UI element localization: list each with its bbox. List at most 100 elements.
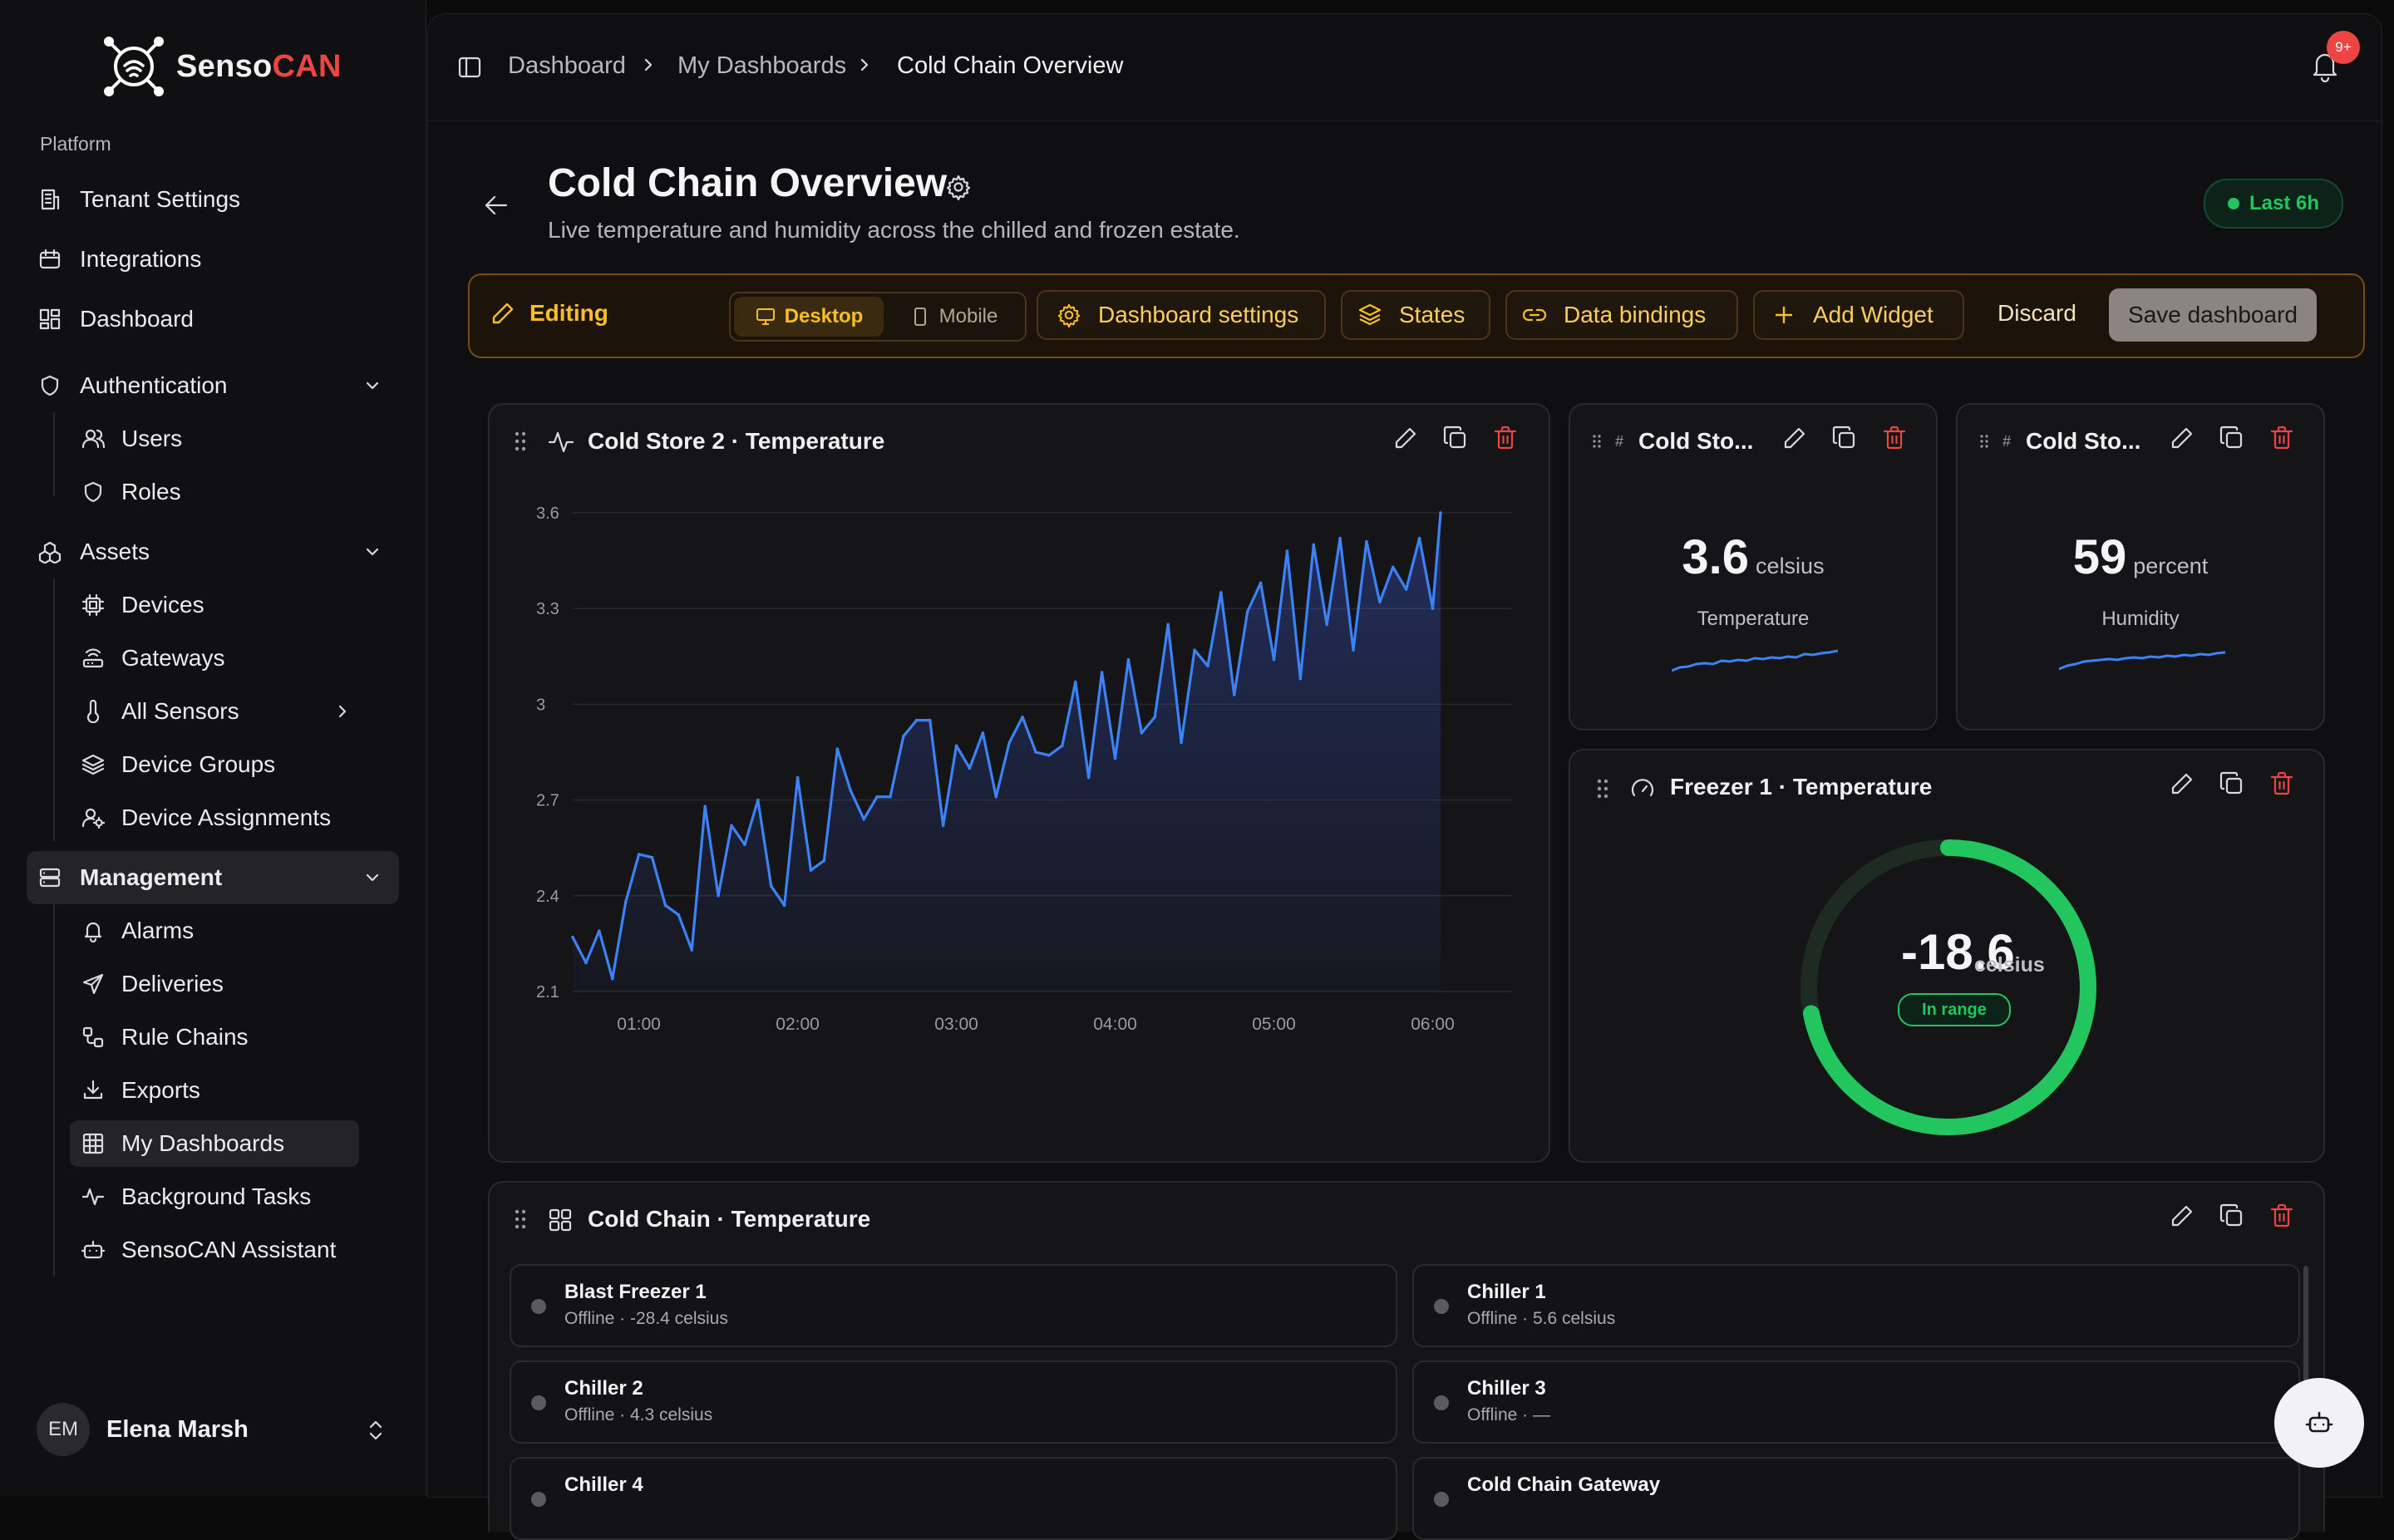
sidebar-item-dashboard[interactable]: Dashboard — [27, 293, 399, 346]
sidebar-item-exports[interactable]: Exports — [70, 1067, 359, 1114]
drag-handle-icon[interactable] — [1595, 777, 1610, 800]
app-logo[interactable]: SensoCAN — [100, 33, 342, 100]
hash-icon: # — [1615, 433, 1624, 450]
copy-icon[interactable] — [1442, 425, 1469, 451]
line-chart: 2.1 2.4 2.7 3 3.3 3.6 01:00 02:00 03:00 04:00 05:0… — [536, 504, 1512, 1034]
status-dot — [531, 1492, 546, 1507]
drag-handle-icon[interactable] — [513, 430, 528, 453]
layers-icon — [81, 754, 105, 775]
sidebar-item-integrations[interactable]: Integrations — [27, 233, 399, 286]
sidebar-group-assets[interactable]: Assets — [27, 525, 399, 578]
trash-icon[interactable] — [2268, 1203, 2295, 1229]
data-point — [623, 900, 628, 904]
discard-button[interactable]: Discard — [1997, 300, 2076, 326]
data-point — [717, 894, 720, 898]
data-point — [889, 795, 892, 799]
trash-icon[interactable] — [2268, 770, 2295, 797]
back-arrow-icon[interactable] — [481, 190, 511, 220]
y-tick-label: 3 — [536, 696, 545, 714]
sparkline — [1672, 649, 1838, 672]
server-icon — [39, 868, 61, 888]
list-item[interactable]: Cold Chain Gateway — [1412, 1457, 2300, 1540]
sidebar-item-device-assignments[interactable]: Device Assignments — [70, 795, 359, 841]
widget-title: Cold Sto... — [2026, 428, 2141, 454]
tile-name: Blast Freezer 1 — [564, 1281, 707, 1303]
list-item[interactable]: Chiller 3 Offline · — — [1412, 1360, 2300, 1444]
trash-icon[interactable] — [1881, 425, 1908, 451]
tile-subtitle: Offline · -28.4 celsius — [564, 1309, 728, 1328]
widget-title: Cold Sto... — [1638, 428, 1754, 454]
user-menu[interactable]: EM Elena Marsh — [37, 1403, 386, 1456]
sidebar-item-deliveries[interactable]: Deliveries — [70, 961, 359, 1007]
y-tick-label: 2.4 — [536, 888, 559, 906]
app-name: SensoCAN — [176, 48, 342, 84]
data-point — [835, 747, 840, 750]
pencil-icon[interactable] — [1392, 425, 1419, 451]
sidebar-item-tenant-settings[interactable]: Tenant Settings — [27, 173, 399, 226]
sidebar-item-my-dashboards[interactable]: My Dashboards — [70, 1120, 359, 1167]
trash-icon[interactable] — [1492, 425, 1519, 451]
drag-handle-icon[interactable] — [513, 1208, 528, 1231]
sidebar-item-label: My Dashboards — [121, 1130, 285, 1156]
drag-handle-icon[interactable] — [1979, 433, 1989, 450]
drag-handle-icon[interactable] — [1592, 433, 1602, 450]
pencil-icon[interactable] — [2169, 1203, 2195, 1229]
sidebar-item-rule-chains[interactable]: Rule Chains — [70, 1014, 359, 1060]
sidebar-toggle-icon[interactable] — [456, 54, 483, 81]
sidebar-item-gateways[interactable]: Gateways — [70, 635, 359, 681]
data-bindings-button[interactable]: Data bindings — [1505, 290, 1738, 340]
copy-icon[interactable] — [2219, 425, 2245, 451]
data-point — [1391, 565, 1395, 569]
states-button[interactable]: States — [1341, 290, 1490, 340]
gauge-value: -18.6 — [1901, 924, 2015, 980]
desktop-toggle[interactable]: Desktop — [734, 297, 884, 337]
sidebar-item-background-tasks[interactable]: Background Tasks — [70, 1173, 359, 1220]
status-dot — [1434, 1299, 1449, 1314]
sidebar-item-alarms[interactable]: Alarms — [70, 908, 359, 954]
pencil-icon[interactable] — [1781, 425, 1808, 451]
data-point — [1404, 588, 1408, 591]
list-item[interactable]: Chiller 2 Offline · 4.3 celsius — [510, 1360, 1397, 1444]
sidebar-item-assistant[interactable]: SensoCAN Assistant — [70, 1227, 359, 1273]
gear-icon[interactable] — [945, 174, 972, 200]
layers-icon — [1358, 303, 1382, 326]
sidebar-group-management[interactable]: Management — [27, 851, 399, 904]
breadcrumb-dashboard[interactable]: Dashboard — [508, 52, 626, 79]
sidebar-item-roles[interactable]: Roles — [70, 469, 359, 515]
time-range-pill[interactable]: Last 6h — [2204, 179, 2343, 229]
add-widget-button[interactable]: Add Widget — [1753, 290, 1964, 340]
pencil-icon[interactable] — [2169, 770, 2195, 797]
layout-toggle: Desktop Mobile — [729, 292, 1027, 342]
scrollbar[interactable] — [2303, 1266, 2308, 1449]
users-icon — [81, 429, 105, 449]
copy-icon[interactable] — [2219, 770, 2245, 797]
list-item[interactable]: Blast Freezer 1 Offline · -28.4 celsius — [510, 1264, 1397, 1347]
pencil-icon[interactable] — [2169, 425, 2195, 451]
trash-icon[interactable] — [2268, 425, 2295, 451]
sidebar-item-devices[interactable]: Devices — [70, 582, 359, 628]
sidebar-group-authentication[interactable]: Authentication — [27, 359, 399, 412]
list-item[interactable]: Chiller 4 — [510, 1457, 1397, 1540]
data-point — [1325, 622, 1328, 627]
data-point — [1113, 756, 1117, 760]
notification-badge: 9+ — [2327, 31, 2360, 64]
list-item[interactable]: Chiller 1 Offline · 5.6 celsius — [1412, 1264, 2300, 1347]
chevron-down-icon — [366, 548, 379, 556]
sidebar-item-device-groups[interactable]: Device Groups — [70, 741, 359, 788]
stat-widget-humidity: # Cold Sto... 59 percent Humidity — [1956, 403, 2325, 731]
sidebar-item-users[interactable]: Users — [70, 416, 359, 462]
save-dashboard-button[interactable]: Save dashboard — [2109, 288, 2317, 342]
user-name: Elena Marsh — [106, 1415, 249, 1443]
sidebar-item-all-sensors[interactable]: All Sensors — [70, 688, 359, 735]
dashboard-settings-button[interactable]: Dashboard settings — [1037, 290, 1326, 340]
copy-icon[interactable] — [2219, 1203, 2245, 1229]
assistant-fab[interactable] — [2274, 1378, 2364, 1468]
data-point — [1439, 511, 1442, 514]
data-point — [994, 795, 998, 799]
data-point — [1352, 648, 1355, 652]
mobile-toggle[interactable]: Mobile — [887, 297, 1020, 337]
breadcrumb-my-dashboards[interactable]: My Dashboards — [677, 52, 847, 79]
data-point — [875, 795, 879, 799]
data-point — [862, 817, 865, 821]
copy-icon[interactable] — [1831, 425, 1858, 451]
